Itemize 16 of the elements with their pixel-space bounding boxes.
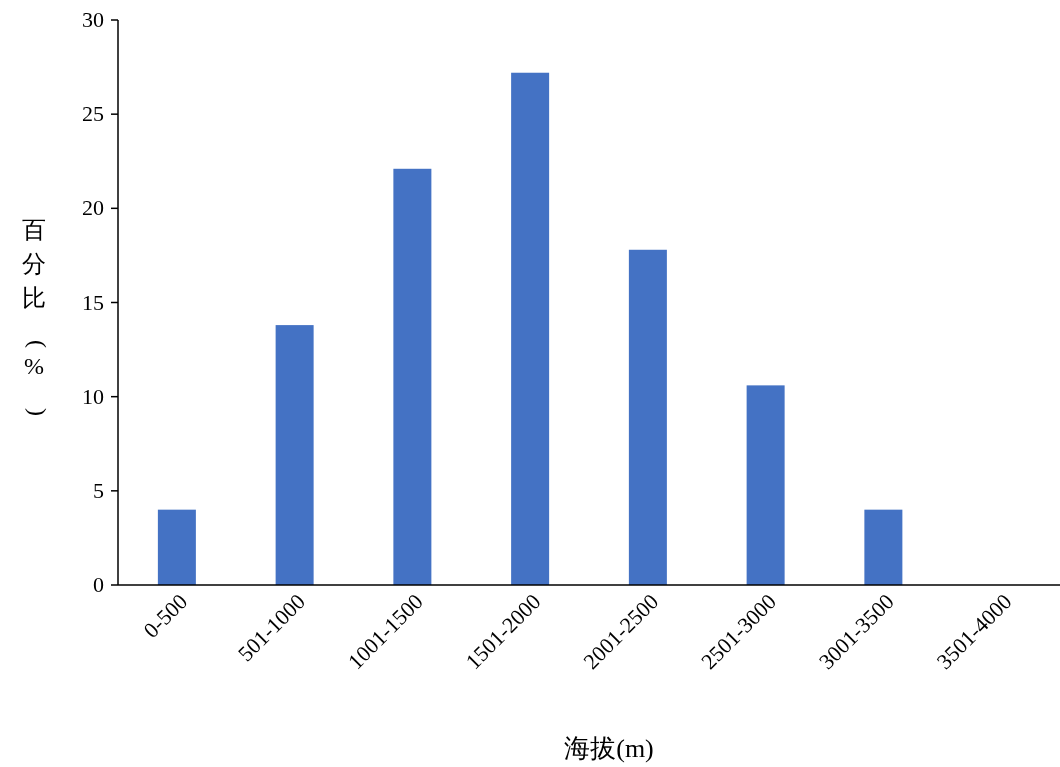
- y-tick-label: 15: [82, 289, 104, 315]
- y-tick-label: 30: [82, 7, 104, 32]
- bar: [628, 249, 667, 585]
- bar: [393, 168, 432, 585]
- y-tick-label: 10: [82, 383, 104, 409]
- bar: [511, 72, 550, 585]
- y-tick-label: 5: [93, 477, 104, 503]
- bar: [864, 509, 903, 585]
- bar: [275, 325, 314, 585]
- y-tick-label: 0: [93, 572, 104, 597]
- x-axis-title: 海拔(m): [564, 734, 654, 763]
- text: 百分比(%): [22, 217, 51, 416]
- bar: [157, 509, 196, 585]
- bar: [746, 385, 785, 585]
- y-tick-label: 25: [82, 101, 104, 127]
- y-tick-label: 20: [82, 195, 104, 221]
